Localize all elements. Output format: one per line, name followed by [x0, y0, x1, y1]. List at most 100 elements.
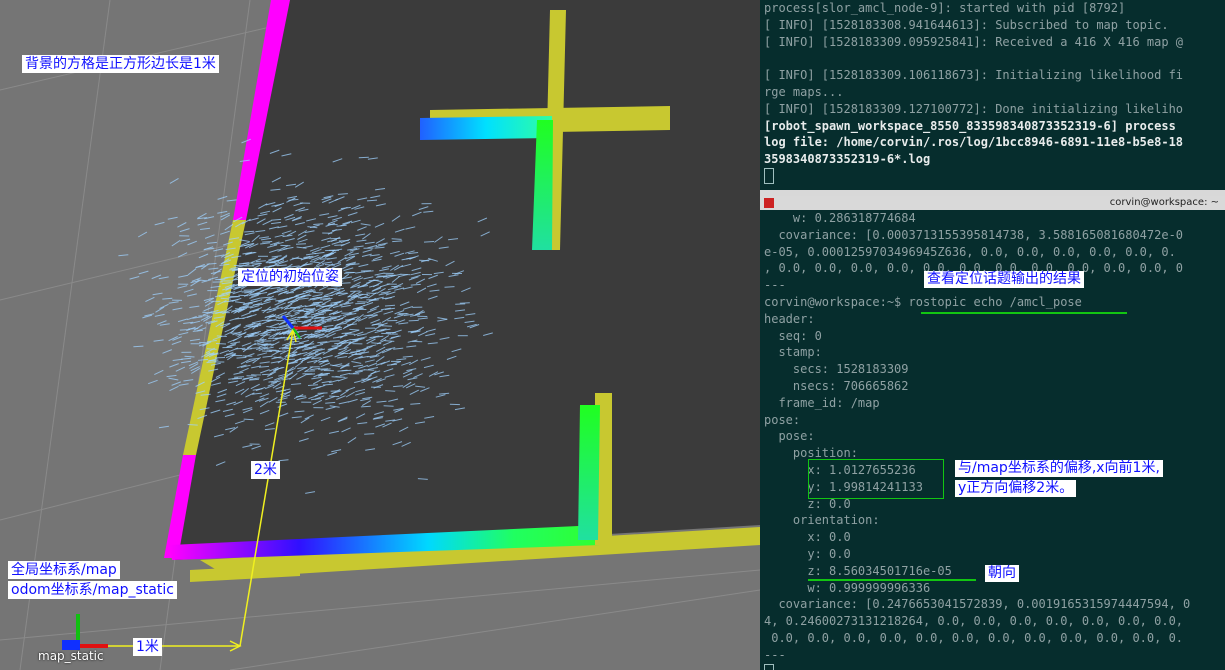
particle-arrow	[401, 263, 412, 268]
particle-arrow	[275, 332, 286, 335]
particle-arrow	[189, 338, 200, 342]
particle-arrow	[222, 408, 233, 412]
particle-arrow	[306, 252, 317, 256]
rviz-scene	[0, 0, 760, 670]
particle-arrow	[291, 353, 302, 358]
particle-arrow	[323, 195, 334, 199]
particle-arrow	[348, 252, 359, 256]
terminal-amcl-log[interactable]: process[slor_amcl_node-9]: started with …	[760, 0, 1225, 190]
particle-arrow	[341, 427, 351, 433]
rviz-viewport[interactable]: 背景的方格是正方形边长是1米 定位的初始位姿 2米 全局坐标系/map odom…	[0, 0, 760, 670]
particle-arrow	[262, 355, 273, 358]
particle-arrow	[224, 253, 234, 259]
terminal-line: [ INFO] [1528183309.127100772]: Done ini…	[764, 101, 1184, 116]
particle-arrow	[260, 369, 270, 374]
terminal-amcl-pose[interactable]: corvin@workspace: ~ w: 0.286318774684 co…	[760, 196, 1225, 670]
particle-arrow	[291, 416, 302, 419]
particle-arrow	[465, 313, 476, 316]
particle-arrow	[406, 368, 417, 372]
terminal-cursor	[764, 664, 774, 670]
particle-arrow	[322, 317, 333, 321]
particle-arrow	[362, 281, 372, 287]
terminal-line: pose:	[764, 412, 801, 427]
offset-label-line2: y正方向偏移2米。	[955, 480, 1077, 497]
particle-arrow	[320, 315, 331, 320]
particle-arrow	[234, 308, 245, 313]
particle-arrow	[297, 230, 308, 236]
particle-arrow	[215, 321, 225, 328]
particle-arrow	[284, 371, 294, 378]
particle-arrow	[385, 390, 396, 392]
particle-arrow	[152, 292, 163, 296]
terminal-line: e-05, 0.0001259703496945Z636, 0.0, 0.0, …	[764, 244, 1176, 259]
particle-arrow	[204, 297, 215, 304]
particle-arrow	[355, 388, 366, 393]
particle-arrow	[304, 316, 315, 318]
particle-arrow	[306, 307, 316, 313]
particle-arrow	[277, 311, 287, 317]
particle-arrow	[277, 403, 288, 408]
particle-arrow	[268, 380, 279, 383]
particle-arrow	[297, 367, 307, 373]
frame-name-label: map_static	[38, 649, 104, 663]
particle-arrow	[293, 345, 304, 349]
particle-arrow	[239, 239, 250, 242]
particle-arrow	[380, 335, 390, 342]
particle-arrow	[345, 391, 355, 398]
particle-arrow	[380, 283, 390, 288]
particle-arrow	[287, 307, 297, 314]
particle-arrow	[287, 195, 298, 199]
particle-arrow	[391, 285, 402, 288]
particle-arrow	[284, 307, 295, 310]
particle-arrow	[269, 241, 280, 246]
particle-arrow	[257, 331, 268, 336]
particle-arrow	[296, 330, 307, 333]
particle-arrow	[228, 347, 239, 353]
particle-arrow	[153, 339, 164, 342]
particle-arrow	[375, 349, 386, 356]
particle-arrow	[251, 320, 263, 324]
particle-arrow	[477, 217, 488, 223]
particle-arrow	[459, 302, 470, 304]
particle-arrow	[314, 251, 325, 255]
particle-arrow	[425, 328, 436, 333]
particle-arrow	[312, 297, 323, 301]
particle-arrow	[323, 252, 334, 256]
particle-arrow	[347, 290, 356, 298]
particle-arrow	[398, 322, 409, 325]
particle-arrow	[237, 307, 248, 313]
particle-arrow	[342, 318, 353, 323]
particle-arrow	[373, 415, 384, 420]
particle-arrow	[246, 313, 257, 318]
particle-arrow	[286, 230, 297, 237]
particle-arrow	[357, 197, 368, 201]
particle-arrow	[416, 287, 427, 294]
particle-arrow	[364, 359, 375, 363]
particle-arrow	[177, 285, 188, 289]
particle-arrow	[329, 405, 340, 408]
particle-arrow	[283, 303, 293, 311]
particle-arrow	[331, 449, 342, 453]
terminal-titlebar[interactable]: corvin@workspace: ~	[760, 196, 1225, 210]
particle-arrow	[427, 295, 438, 300]
particle-arrow	[220, 214, 231, 221]
particle-arrow	[262, 373, 273, 376]
particle-arrow	[385, 291, 396, 296]
particle-arrow	[294, 410, 305, 413]
particle-arrow	[344, 255, 355, 260]
command-underline	[921, 312, 1127, 314]
particle-arrow	[407, 339, 418, 343]
particle-arrow	[297, 238, 308, 243]
particle-arrow	[326, 332, 336, 338]
particle-arrow	[346, 312, 357, 316]
particle-arrow	[311, 353, 321, 359]
particle-arrow	[159, 323, 170, 326]
particle-arrow	[167, 216, 178, 220]
particle-arrow	[308, 351, 319, 355]
particle-arrow	[281, 377, 292, 381]
particle-arrow	[245, 322, 256, 327]
particle-arrow	[234, 388, 245, 394]
particle-arrow	[311, 248, 322, 254]
particle-arrow	[277, 288, 288, 293]
particle-arrow	[298, 339, 309, 344]
